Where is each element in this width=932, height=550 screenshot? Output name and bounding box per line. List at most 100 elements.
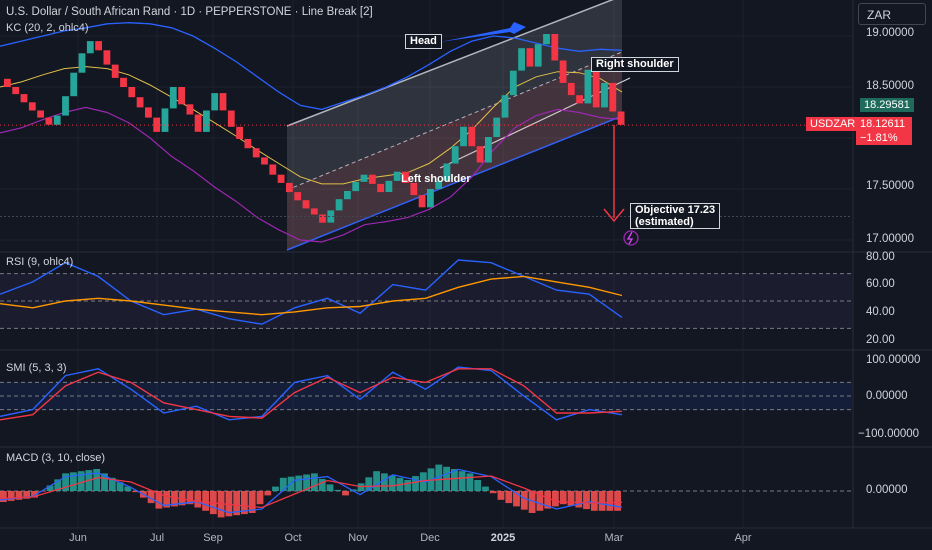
macd-histogram-bar <box>62 473 69 491</box>
annotation-head[interactable]: Head <box>405 34 442 49</box>
macd-histogram-bar <box>544 491 552 509</box>
x-axis-label: Jul <box>149 532 165 544</box>
macd-histogram-bar <box>404 480 412 491</box>
rsi-tick: 40.00 <box>866 306 895 318</box>
annotation-objective[interactable]: Objective 17.23 (estimated) <box>630 203 721 229</box>
macd-histogram-bar <box>458 471 466 491</box>
series-line <box>0 259 623 325</box>
line-break-brick <box>252 148 260 158</box>
macd-histogram-bar <box>93 469 101 491</box>
macd-histogram-bar <box>202 491 209 511</box>
line-break-brick <box>111 64 119 78</box>
macd-histogram-bar <box>528 491 536 513</box>
macd-histogram-bar <box>365 477 373 492</box>
line-break-brick <box>592 69 600 108</box>
head-arrow <box>440 22 526 42</box>
macd-histogram-bar <box>171 491 178 507</box>
macd-histogram-bar <box>225 491 233 517</box>
macd-histogram-bar <box>108 477 116 491</box>
macd-histogram-bar <box>357 483 365 491</box>
macd-histogram-bar <box>326 484 334 491</box>
macd-signal-line <box>0 475 623 509</box>
rsi-tick: 80.00 <box>866 251 895 263</box>
macd-histogram-bar <box>248 491 256 513</box>
macd-tick: 0.00000 <box>866 484 908 496</box>
line-break-brick <box>277 174 285 183</box>
rsi-tick: 60.00 <box>866 278 895 290</box>
macd-histogram-bar <box>241 491 248 515</box>
line-break-brick <box>78 53 86 73</box>
line-break-brick <box>609 82 617 112</box>
macd-histogram-bar <box>552 491 559 507</box>
macd-histogram-bar <box>124 486 132 491</box>
line-break-brick <box>136 97 144 108</box>
macd-histogram-bar <box>256 491 264 505</box>
line-break-brick <box>4 78 11 87</box>
channel-upper-line <box>286 0 614 127</box>
line-break-brick <box>203 110 210 132</box>
objective-arrow-head <box>603 208 625 223</box>
line-break-brick <box>410 182 418 196</box>
macd-histogram-bar <box>31 491 38 498</box>
macd-histogram-bar <box>513 491 520 507</box>
macd-histogram-bar <box>101 473 108 491</box>
indicator-label-keltner[interactable]: KC (20, 2, ohlc4) <box>6 22 89 34</box>
symbol-change-tag: −1.81% <box>856 131 912 145</box>
macd-histogram-bar <box>575 491 583 508</box>
line-break-brick <box>485 137 492 163</box>
smi-title[interactable]: SMI (5, 3, 3) <box>6 362 67 374</box>
macd-histogram-bar <box>155 491 163 509</box>
line-break-brick <box>601 82 608 108</box>
macd-histogram-bar <box>598 491 606 511</box>
rsi-pane <box>0 259 852 329</box>
line-break-brick <box>493 117 501 137</box>
chart-title: U.S. Dollar / South African Rand · 1D · … <box>6 6 373 18</box>
currency-button[interactable]: ZAR <box>858 3 926 25</box>
annotation-right-shoulder[interactable]: Right shoulder <box>591 57 679 72</box>
annotation-left-shoulder[interactable]: Left shoulder <box>401 173 471 185</box>
line-break-brick <box>219 93 227 111</box>
macd-histogram-bar <box>318 478 326 491</box>
line-break-brick <box>584 69 592 104</box>
line-break-brick <box>377 183 384 193</box>
macd-histogram-bar <box>311 473 318 491</box>
line-break-brick <box>28 102 36 111</box>
macd-histogram-bar <box>77 471 85 491</box>
macd-histogram-bar <box>482 486 489 491</box>
x-axis-label: Sep <box>203 532 223 544</box>
smi-tick: 0.00000 <box>866 390 908 402</box>
objective-line1: Objective 17.23 <box>635 204 716 216</box>
macd-line <box>0 468 623 514</box>
macd-histogram-bar <box>466 473 474 491</box>
macd-histogram-bar <box>279 477 287 491</box>
line-break-brick <box>518 48 525 71</box>
rsi-title[interactable]: RSI (9, ohlc4) <box>6 256 74 268</box>
macd-histogram-bar <box>489 491 497 494</box>
line-break-brick <box>186 104 194 115</box>
line-break-brick <box>501 95 509 118</box>
macd-histogram-bar <box>194 491 202 508</box>
objective-line2: (estimated) <box>635 216 694 228</box>
line-break-brick <box>86 41 94 54</box>
macd-histogram-bar <box>583 491 590 510</box>
macd-histogram-bar <box>186 491 194 505</box>
line-break-brick <box>385 180 393 192</box>
macd-title[interactable]: MACD (3, 10, close) <box>6 452 106 464</box>
macd-histogram-bar <box>520 491 528 510</box>
line-break-brick <box>427 189 434 208</box>
line-break-brick <box>37 110 44 118</box>
macd-histogram-bar <box>474 480 482 491</box>
macd-histogram-bar <box>147 491 155 504</box>
smi-tick: −100.00000 <box>858 428 920 440</box>
price-tick: 19.00000 <box>866 27 914 39</box>
macd-histogram-bar <box>233 491 241 516</box>
line-break-brick <box>244 139 252 149</box>
macd-histogram-bar <box>132 491 139 493</box>
line-break-brick <box>145 107 152 118</box>
line-break-brick <box>261 157 268 165</box>
macd-histogram-bar <box>342 491 349 496</box>
line-break-brick <box>352 181 360 192</box>
line-break-brick <box>559 60 567 83</box>
macd-histogram-bar <box>116 482 124 491</box>
